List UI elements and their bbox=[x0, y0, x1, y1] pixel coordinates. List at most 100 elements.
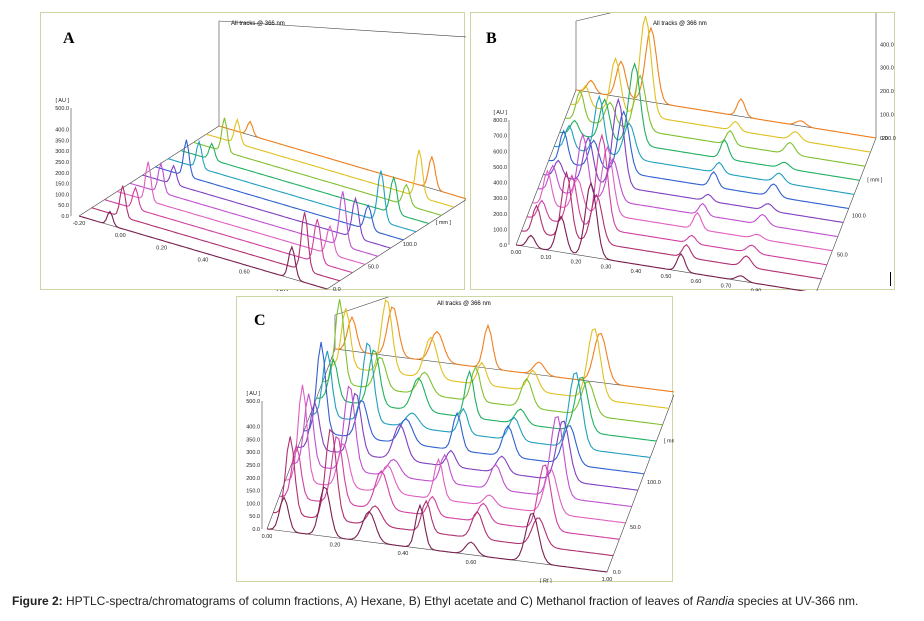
chart-c-y-tick: 500.0 bbox=[246, 399, 260, 405]
chart-b-x-tick: 0.80 bbox=[751, 288, 762, 291]
chart-b-y-tick: 400.0 bbox=[493, 181, 507, 187]
chart-c-z-label: [ mm ] bbox=[664, 438, 674, 444]
chart-c-z-tick: 100.0 bbox=[647, 480, 661, 486]
chart-b-track-1 bbox=[515, 181, 807, 291]
chart-c-y-label: [ AU ] bbox=[247, 391, 261, 397]
chart-c-labels: C All tracks @ 366 nm 0.0 50.0 100.0 150.0 200… bbox=[246, 301, 674, 583]
chart-b-y-tick-right: 0.0 bbox=[880, 136, 888, 142]
chart-a-title: All tracks @ 366 nm bbox=[231, 21, 285, 27]
chart-a-track-5 bbox=[129, 161, 379, 257]
chart-a-x-label: [ Rf ] bbox=[277, 290, 289, 291]
chart-b-title: All tracks @ 366 nm bbox=[653, 21, 707, 27]
chart-c-track-8 bbox=[310, 342, 651, 459]
chart-b-z-tick: 50.0 bbox=[837, 252, 848, 258]
chart-a-track-1 bbox=[78, 210, 328, 290]
chart-c-track-4 bbox=[285, 384, 626, 524]
chart-b-track-3 bbox=[526, 133, 827, 266]
chart-c-track-10 bbox=[322, 299, 663, 426]
chart-b-track-2 bbox=[521, 170, 822, 280]
caption-text: HPTLC-spectra/chromatograms of column fr… bbox=[62, 594, 697, 608]
chart-b-z-tick: 200.0 bbox=[882, 136, 896, 142]
chart-c-x-tick: 1.00 bbox=[602, 577, 613, 583]
chart-a-z-tick: 100.0 bbox=[403, 242, 417, 248]
chart-b-z-tick: 100.0 bbox=[852, 214, 866, 220]
chart-a-z-tick: 0.0 bbox=[333, 287, 341, 291]
chart-c-track-5 bbox=[291, 385, 632, 508]
chart-panel-a: A All tracks @ 366 nm 0.0 50.0 100.0 150.0 200… bbox=[40, 12, 466, 291]
chart-b-svg: B All tracks @ 366 nm 0.0 100.0 200.0 300.0 40… bbox=[486, 13, 896, 291]
chart-b-x-tick: 0.00 bbox=[511, 250, 522, 256]
chart-a-frame bbox=[70, 20, 466, 290]
chart-c-y-tick: 50.0 bbox=[249, 514, 260, 520]
chart-a-x-tick: 0.20 bbox=[156, 245, 167, 251]
chart-b-panel-label: B bbox=[486, 30, 497, 47]
chart-a-z-label: [ mm ] bbox=[436, 220, 452, 226]
chart-c-y-tick: 100.0 bbox=[246, 501, 260, 507]
chart-c-x-label: [ Rf ] bbox=[540, 578, 552, 583]
chart-c-x-tick: 0.60 bbox=[466, 560, 477, 566]
chart-b-y-tick: 200.0 bbox=[493, 212, 507, 218]
chart-c-z-tick: 50.0 bbox=[630, 525, 641, 531]
chart-a-track-11 bbox=[206, 117, 455, 208]
chart-a-y-tick: 200.0 bbox=[55, 171, 69, 177]
chart-a-y-tick: 250.0 bbox=[55, 160, 69, 166]
chart-a-track-4 bbox=[117, 161, 366, 266]
edge-mark bbox=[890, 272, 891, 286]
chart-a-y-tick: 100.0 bbox=[55, 192, 69, 198]
chart-a-track-8 bbox=[167, 139, 417, 233]
chart-c-y-tick: 250.0 bbox=[246, 463, 260, 469]
chart-b-y-tick-right: 200.0 bbox=[880, 89, 894, 95]
chart-c-track-7 bbox=[304, 341, 645, 475]
chart-a-y-tick: 350.0 bbox=[55, 138, 69, 144]
chart-c-track-6 bbox=[297, 392, 638, 491]
chart-b-y-label: [ AU ] bbox=[494, 110, 508, 116]
chart-a-tracks bbox=[78, 117, 466, 290]
chart-a-track-6 bbox=[142, 164, 391, 249]
chart-c-y-tick: 150.0 bbox=[246, 489, 260, 495]
chart-a-x-tick: 0.00 bbox=[115, 233, 126, 239]
chart-b-track-12 bbox=[575, 26, 877, 139]
chart-a-track-9 bbox=[180, 142, 429, 225]
chart-b-y-tick: 600.0 bbox=[493, 149, 507, 155]
chart-b-x-tick: 0.10 bbox=[541, 255, 552, 261]
chart-c-track-12 bbox=[334, 306, 674, 393]
chart-panel-b: B All tracks @ 366 nm 0.0 100.0 200.0 300.0 40… bbox=[470, 12, 896, 291]
chart-a-svg: A All tracks @ 366 nm 0.0 50.0 100.0 150.0 200… bbox=[55, 20, 466, 291]
chart-c-y-tick: 0.0 bbox=[252, 527, 260, 533]
chart-a-y-tick: 500.0 bbox=[55, 106, 69, 112]
chart-c-y-tick: 300.0 bbox=[246, 450, 260, 456]
chart-c-title: All tracks @ 366 nm bbox=[437, 301, 491, 307]
chart-a-track-3 bbox=[104, 186, 353, 274]
chart-a-floor bbox=[78, 125, 466, 290]
chart-a-x-tick: -0.20 bbox=[73, 221, 86, 227]
chart-a-track-10 bbox=[193, 117, 442, 216]
chart-a-y-label: [ AU ] bbox=[56, 98, 70, 104]
chart-panel-c: C All tracks @ 366 nm 0.0 50.0 100.0 150.0 200… bbox=[236, 296, 674, 583]
chart-a-y-tick: 150.0 bbox=[55, 182, 69, 188]
caption-label: Figure 2: bbox=[12, 594, 63, 608]
chart-b-track-4 bbox=[532, 145, 833, 252]
chart-c-panel-label: C bbox=[254, 312, 266, 329]
chart-b-labels: B All tracks @ 366 nm 0.0 100.0 200.0 300.0 40… bbox=[486, 21, 896, 291]
chart-c-y-tick: 400.0 bbox=[246, 425, 260, 431]
chart-b-x-tick: 0.30 bbox=[601, 264, 612, 270]
chart-b-track-6 bbox=[543, 97, 844, 224]
figure-caption: Figure 2: HPTLC-spectra/chromatograms of… bbox=[12, 593, 917, 609]
chart-a-x-tick: 0.60 bbox=[239, 270, 250, 276]
chart-b-x-tick: 0.60 bbox=[691, 279, 702, 285]
chart-a-y-tick: 300.0 bbox=[55, 149, 69, 155]
chart-c-track-2 bbox=[273, 428, 614, 557]
chart-c-svg: C All tracks @ 366 nm 0.0 50.0 100.0 150.0 200… bbox=[246, 297, 674, 583]
chart-b-y-tick: 300.0 bbox=[493, 196, 507, 202]
chart-b-track-8 bbox=[554, 94, 855, 195]
chart-a-track-7 bbox=[155, 139, 404, 241]
caption-text-end: species at UV-366 nm. bbox=[734, 594, 859, 608]
chart-b-x-tick: 0.40 bbox=[631, 269, 642, 275]
chart-c-x-tick: 0.20 bbox=[330, 543, 341, 549]
chart-b-y-tick-right: 100.0 bbox=[880, 113, 894, 119]
chart-b-y-tick: 100.0 bbox=[493, 227, 507, 233]
chart-b-y-tick: 700.0 bbox=[493, 134, 507, 140]
chart-b-tracks bbox=[515, 15, 877, 291]
chart-c-track-11 bbox=[328, 298, 669, 409]
chart-c-y-tick: 350.0 bbox=[246, 437, 260, 443]
